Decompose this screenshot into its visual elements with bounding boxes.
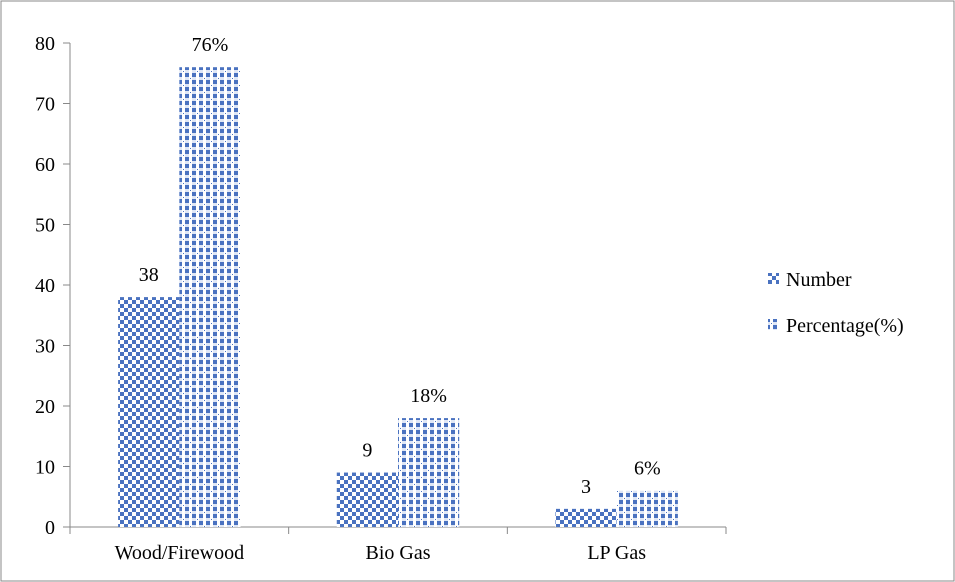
y-tick-label: 80 <box>35 33 55 55</box>
bars <box>118 67 678 527</box>
bar-percentage <box>616 490 678 527</box>
y-tick-label: 40 <box>35 275 55 297</box>
bar-percentage <box>179 67 241 527</box>
y-tick-label: 50 <box>35 215 55 237</box>
bar-number <box>336 472 398 527</box>
x-category-label: Wood/Firewood <box>115 542 245 564</box>
data-label: 18% <box>410 385 447 407</box>
bar-percentage <box>398 418 460 527</box>
y-axis: 0 10 20 30 40 50 60 70 80 <box>35 33 71 539</box>
bar-number <box>118 297 180 527</box>
data-labels: 38 76% 9 18% 3 6% <box>139 34 661 498</box>
y-tick-label: 10 <box>35 457 55 479</box>
data-label: 38 <box>139 264 159 286</box>
y-tick-label: 0 <box>45 517 55 539</box>
data-label: 9 <box>362 440 372 462</box>
legend-swatch <box>768 319 779 330</box>
y-tick-label: 20 <box>35 396 55 418</box>
data-label: 3 <box>581 476 591 498</box>
data-label: 6% <box>634 458 661 480</box>
y-tick-label: 70 <box>35 94 55 116</box>
x-category-label: Bio Gas <box>366 542 431 564</box>
legend-label: Percentage(%) <box>786 315 904 337</box>
legend-swatch <box>768 273 779 284</box>
bar-number <box>555 508 617 527</box>
x-category-label: LP Gas <box>587 542 646 564</box>
legend: Number Percentage(%) <box>768 269 904 337</box>
y-tick-label: 60 <box>35 154 55 176</box>
y-tick-label: 30 <box>35 336 55 358</box>
data-label: 76% <box>192 34 229 56</box>
legend-label: Number <box>786 269 852 291</box>
